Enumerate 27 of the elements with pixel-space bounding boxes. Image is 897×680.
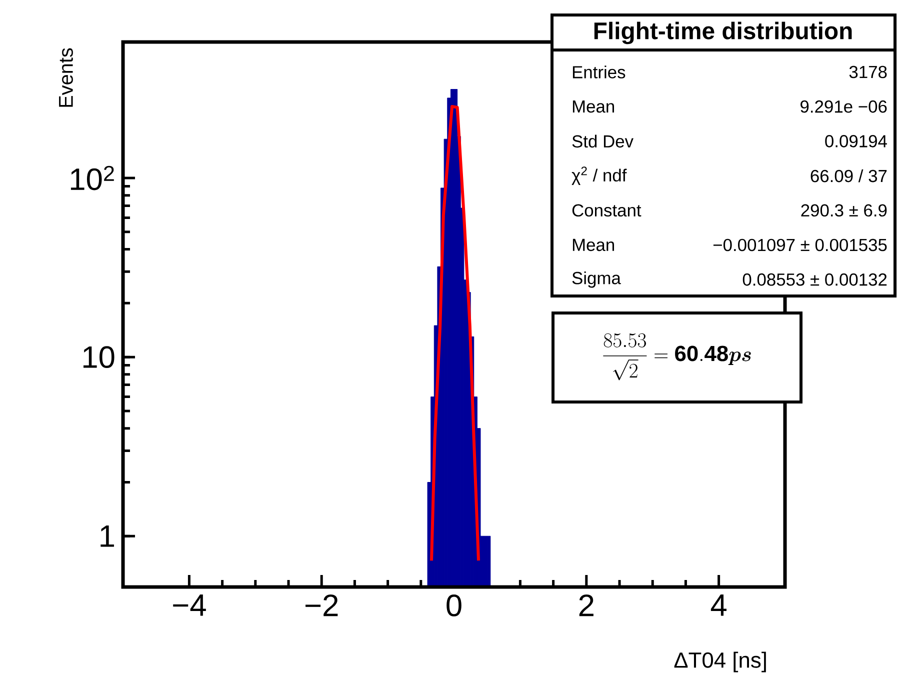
y-tick-label: 10 — [83, 346, 114, 368]
line-series — [430, 104, 480, 562]
annotation: 0.08553 ± 0.00132 — [742, 273, 887, 286]
text: 9.291e −06 — [800, 100, 887, 113]
annotation: −0.001097 ± 0.001535 — [713, 238, 887, 252]
x-tick-label: −4 — [173, 594, 206, 616]
annotation: Sigma — [572, 271, 621, 288]
annotation: Mean — [572, 238, 614, 252]
x-tick-label: −2 — [306, 594, 338, 616]
y-tick-label: 10$^{2}$ — [70, 166, 114, 190]
x-tick-label: 4 — [710, 594, 726, 616]
annotation: $\frac{85.53}{\sqrt{2}}=\mathbf{60.48}\bm{ps}$ — [603, 333, 751, 380]
text: 290.3 ± 6.9 — [801, 204, 887, 217]
annotation: Std Dev — [572, 134, 634, 148]
y-tick-label: 1 — [100, 526, 114, 547]
text: 66.09 / 37 — [810, 169, 887, 182]
annotation: Constant — [572, 204, 642, 217]
annotation: χ$^{2}$ / ndf — [572, 166, 627, 185]
text: 3178 — [849, 66, 887, 78]
annotation: Mean — [572, 100, 614, 113]
chart-title: Flight-time distribution — [594, 22, 852, 44]
x-axis-title: ΔT04 [ns] — [674, 652, 766, 672]
text: 0.09194 — [825, 135, 887, 148]
y-axis-title: Events — [59, 48, 73, 107]
x-tick-label: 0 — [446, 594, 462, 616]
x-tick-label: 2 — [579, 594, 594, 616]
annotation: Entries — [572, 66, 626, 78]
